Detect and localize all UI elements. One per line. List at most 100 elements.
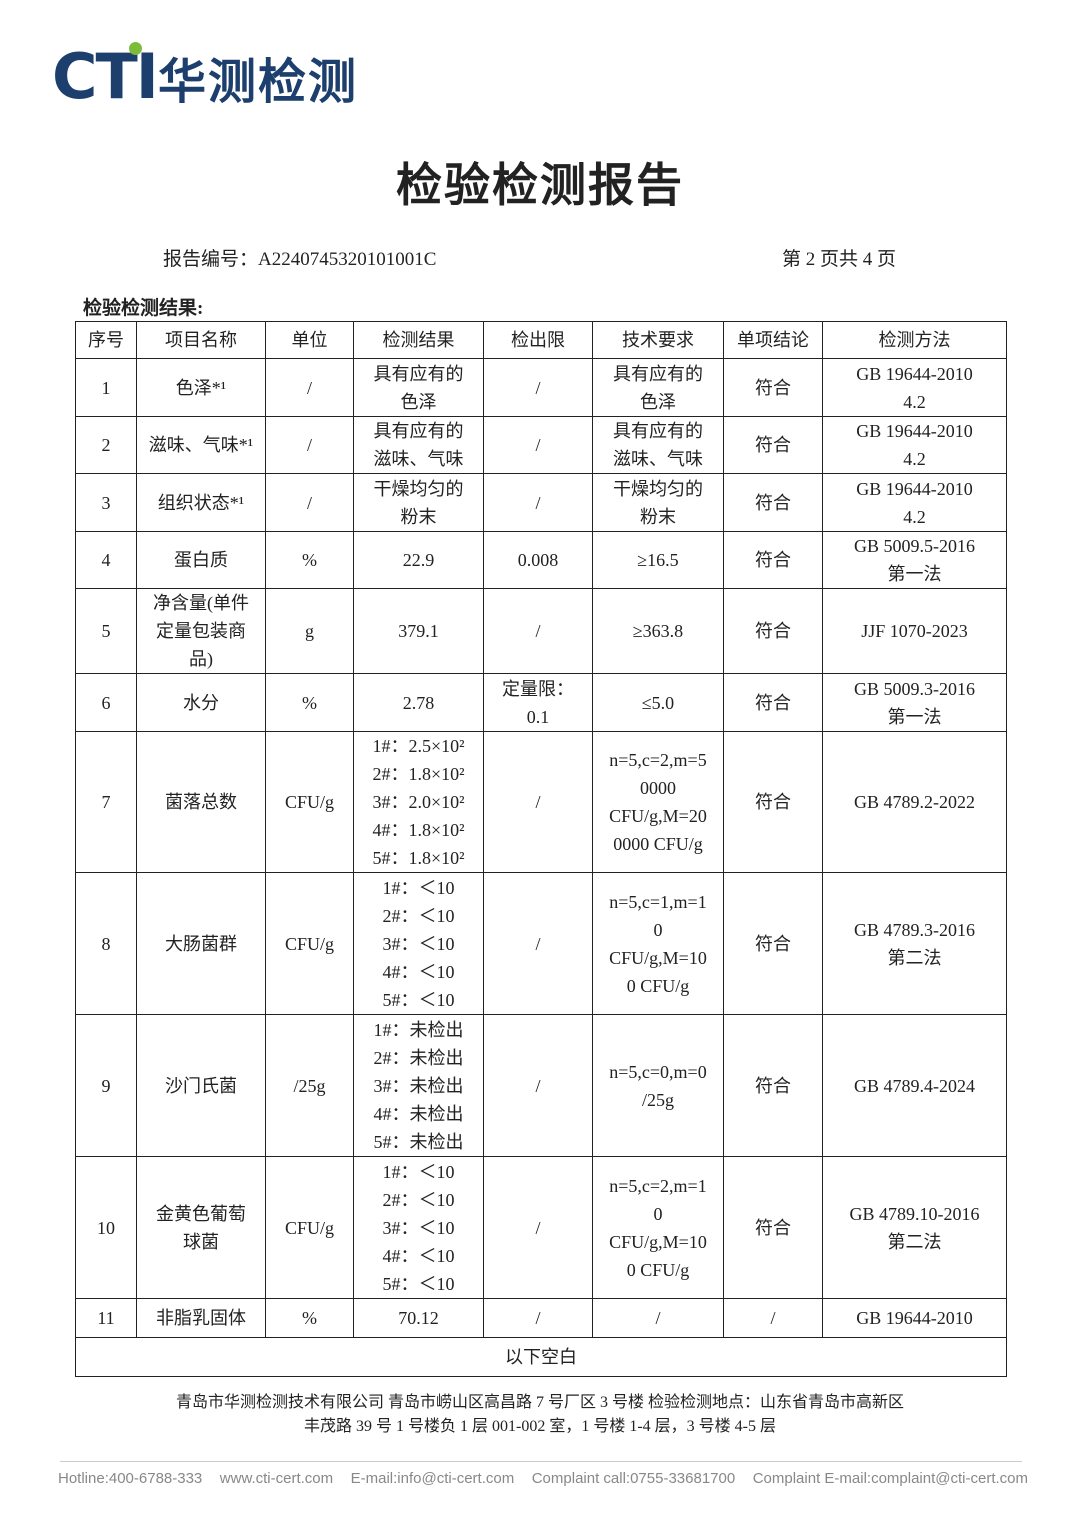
table-cell: / <box>483 358 593 417</box>
table-cell: 具有应有的 色泽 <box>592 358 724 417</box>
table-cell: ≤5.0 <box>592 673 724 732</box>
table-row: 5 净含量(单件 定量包装商 品) g 379.1/≥363.8 符合 JJF 1070-… <box>75 588 1007 674</box>
table-cell: 1#：＜10 2#：＜10 3#：＜10 4#：＜10 5#：＜10 <box>353 872 484 1015</box>
table-cell: GB 4789.2-2022 <box>822 731 1007 873</box>
table-cell: 干燥均匀的 粉末 <box>353 473 484 532</box>
table-cell: GB 5009.5-2016 第一法 <box>822 531 1007 589</box>
column-header: 检出限 <box>483 321 593 359</box>
table-row: 8 大肠菌群 CFU/g 1#：＜10 2#：＜10 3#：＜10 4#：＜10 5#… <box>75 872 1007 1015</box>
table-cell: GB 5009.3-2016 第一法 <box>822 673 1007 732</box>
table-cell: / <box>483 1014 593 1157</box>
column-header: 单位 <box>265 321 354 359</box>
table-cell: / <box>723 1298 823 1338</box>
table-cell: 9 <box>75 1014 137 1157</box>
table-cell: 菌落总数 <box>136 731 266 873</box>
table-cell: 5 <box>75 588 137 674</box>
table-cell: GB 4789.3-2016 第二法 <box>822 872 1007 1015</box>
table-cell: 379.1 <box>353 588 484 674</box>
table-cell: 沙门氏菌 <box>136 1014 266 1157</box>
address: 青岛市华测检测技术有限公司 青岛市崂山区高昌路 7 号厂区 3 号楼 检验检测地… <box>0 1391 1080 1439</box>
column-header: 检测方法 <box>822 321 1007 359</box>
table-cell: / <box>592 1298 724 1338</box>
table-row: 9 沙门氏菌/25g 1#：未检出 2#：未检出 3#：未检出 4#：未检出 5#：… <box>75 1014 1007 1157</box>
table-cell: / <box>265 416 354 474</box>
table-cell: / <box>265 358 354 417</box>
table-row: 2 滋味、气味*¹ / 具有应有的 滋味、气味 / 具有应有的 滋味、气味 符合 GB 196… <box>75 416 1007 474</box>
table-cell: 6 <box>75 673 137 732</box>
table-cell: ≥16.5 <box>592 531 724 589</box>
table-cell: 滋味、气味*¹ <box>136 416 266 474</box>
table-cell: % <box>265 673 354 732</box>
table-cell: 1#：＜10 2#：＜10 3#：＜10 4#：＜10 5#：＜10 <box>353 1156 484 1299</box>
table-cell: n=5,c=2,m=5 0000 CFU/g,M=20 0000 CFU/g <box>592 731 724 873</box>
results-table: 序号 项目名称 单位 检测结果 检出限 技术要求 单项结论 检测方法 1 色泽*¹ / 具有应有的 … <box>75 321 1007 1377</box>
table-cell: / <box>483 588 593 674</box>
report-number: 报告编号：A2240745320101001C <box>163 249 437 270</box>
table-cell: 0.008 <box>483 531 593 589</box>
table-row: 6 水分% 2.78 定量限： 0.1 ≤5.0 符合 GB 5009.3-2016 第一法 <box>75 673 1007 732</box>
column-header: 单项结论 <box>723 321 823 359</box>
table-cell: 符合 <box>723 531 823 589</box>
table-row: 10 金黄色葡萄 球菌 CFU/g 1#：＜10 2#：＜10 3#：＜10 4#：＜… <box>75 1156 1007 1299</box>
table-cell: 符合 <box>723 1156 823 1299</box>
table-cell: CFU/g <box>265 872 354 1015</box>
table-cell: 22.9 <box>353 531 484 589</box>
column-header: 序号 <box>75 321 137 359</box>
table-cell: 色泽*¹ <box>136 358 266 417</box>
table-cell: 符合 <box>723 673 823 732</box>
table-cell: /25g <box>265 1014 354 1157</box>
table-cell: n=5,c=1,m=1 0 CFU/g,M=10 0 CFU/g <box>592 872 724 1015</box>
footer-item: E-mail:info@cti-cert.com <box>350 1470 515 1487</box>
table-cell: 7 <box>75 731 137 873</box>
column-header: 项目名称 <box>136 321 266 359</box>
table-cell: 符合 <box>723 872 823 1015</box>
table-cell: / <box>483 731 593 873</box>
table-cell: n=5,c=2,m=1 0 CFU/g,M=10 0 CFU/g <box>592 1156 724 1299</box>
table-cell: / <box>483 1156 593 1299</box>
table-cell: 定量限： 0.1 <box>483 673 593 732</box>
table-cell: GB 19644-2010 4.2 <box>822 416 1007 474</box>
table-cell: GB 4789.4-2024 <box>822 1014 1007 1157</box>
table-cell: g <box>265 588 354 674</box>
table-cell: ≥363.8 <box>592 588 724 674</box>
table-cell: % <box>265 531 354 589</box>
footer-item: Complaint E-mail:complaint@cti-cert.com <box>752 1470 1028 1487</box>
table-cell: 干燥均匀的 粉末 <box>592 473 724 532</box>
table-cell: % <box>265 1298 354 1338</box>
footer-item: Complaint call:0755-33681700 <box>531 1470 736 1487</box>
header-row: 序号 项目名称 单位 检测结果 检出限 技术要求 单项结论 检测方法 <box>75 321 1007 359</box>
page-info: 第 2 页共 4 页 <box>782 249 897 270</box>
table-cell: 11 <box>75 1298 137 1338</box>
table-cell: 8 <box>75 872 137 1015</box>
table-cell: 1#：2.5×10² 2#：1.8×10² 3#：2.0×10² 4#：1.8×… <box>353 731 484 873</box>
table-cell: GB 4789.10-2016 第二法 <box>822 1156 1007 1299</box>
title: 检验检测报告 <box>396 158 684 212</box>
table-row: 3 组织状态*¹ / 干燥均匀的 粉末 / 干燥均匀的 粉末 符合 GB 19644-2010… <box>75 473 1007 532</box>
column-header: 检测结果 <box>353 321 484 359</box>
table-cell: 非脂乳固体 <box>136 1298 266 1338</box>
table-cell: 2.78 <box>353 673 484 732</box>
table-cell: 金黄色葡萄 球菌 <box>136 1156 266 1299</box>
section-title: 检验检测结果: <box>83 298 204 319</box>
table-cell: 1 <box>75 358 137 417</box>
footer-rule <box>60 1461 1022 1462</box>
table-cell: 水分 <box>136 673 266 732</box>
address-line: 青岛市华测检测技术有限公司 青岛市崂山区高昌路 7 号厂区 3 号楼 检验检测地… <box>175 1394 904 1411</box>
table-cell: n=5,c=0,m=0 /25g <box>592 1014 724 1157</box>
table-row: 1 色泽*¹ / 具有应有的 色泽 / 具有应有的 色泽 符合 GB 19644-2010 4… <box>75 358 1007 417</box>
logo-mark: CTI <box>52 40 159 113</box>
table-cell: 具有应有的 滋味、气味 <box>592 416 724 474</box>
note-row: 以下空白 <box>75 1337 1007 1377</box>
table-row: 7 菌落总数 CFU/g 1#：2.5×10² 2#：1.8×10² 3#：2.0×1… <box>75 731 1007 873</box>
table-cell: 70.12 <box>353 1298 484 1338</box>
table-cell: / <box>483 473 593 532</box>
table-row: 4 蛋白质% 22.9 0.008 ≥16.5 符合 GB 5009.5-2016 第一法 <box>75 531 1007 589</box>
table-cell: GB 19644-2010 4.2 <box>822 473 1007 532</box>
table-cell: JJF 1070-2023 <box>822 588 1007 674</box>
table-cell: 1#：未检出 2#：未检出 3#：未检出 4#：未检出 5#：未检出 <box>353 1014 484 1157</box>
table-cell: 符合 <box>723 416 823 474</box>
table-cell: GB 19644-2010 <box>822 1298 1007 1338</box>
table-cell: 符合 <box>723 731 823 873</box>
table-cell: 3 <box>75 473 137 532</box>
